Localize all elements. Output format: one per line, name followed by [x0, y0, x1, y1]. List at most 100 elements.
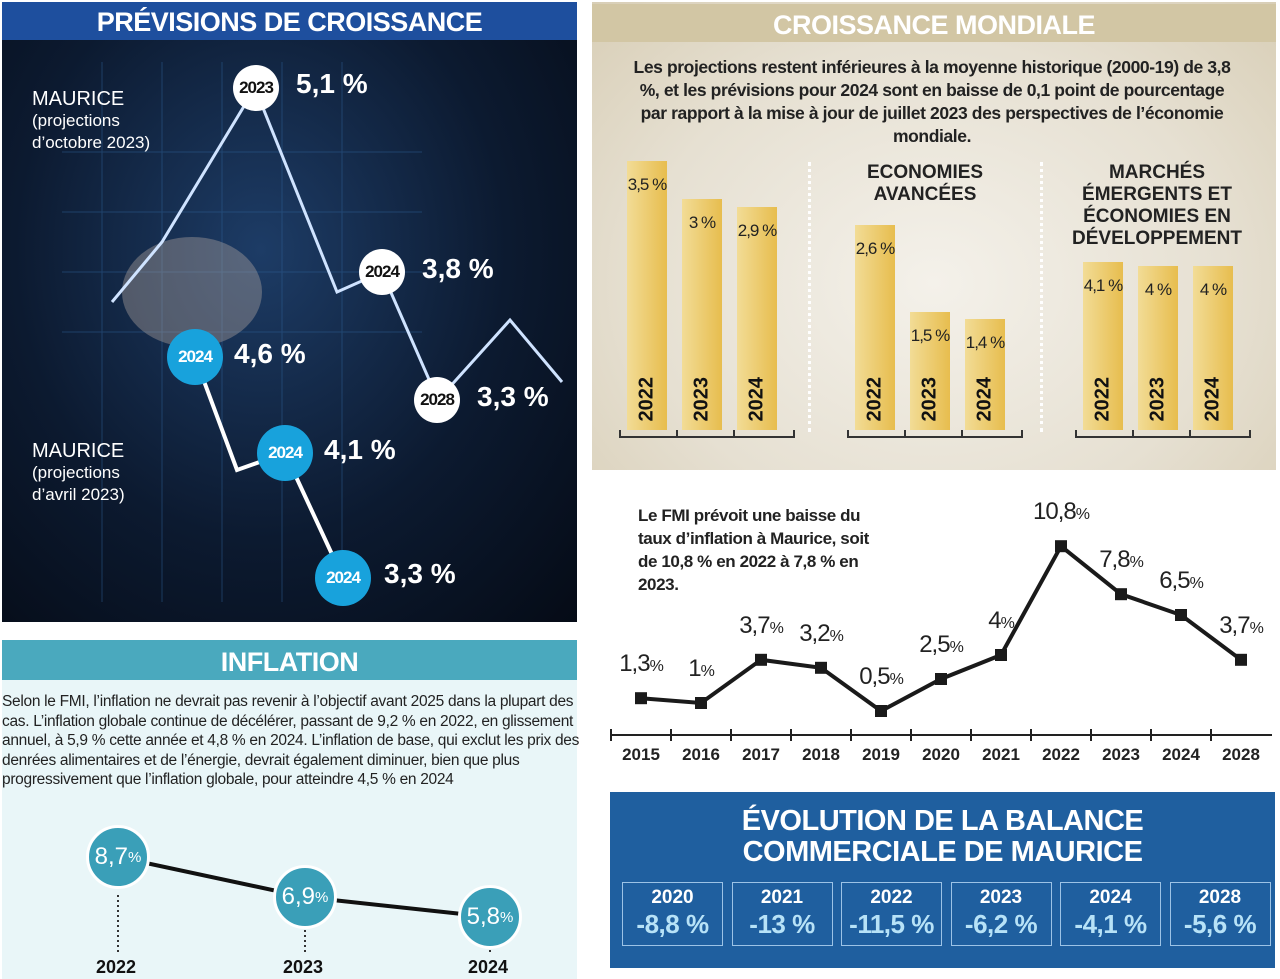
balance-value: -13 %: [749, 909, 815, 939]
bar: [855, 224, 895, 430]
bar: [965, 319, 1005, 430]
bar-year: 2023: [1146, 377, 1169, 422]
bar: [1138, 266, 1178, 430]
balance-item: 2028 -5,6 %: [1169, 882, 1271, 946]
value-label: 3,3 %: [384, 558, 456, 589]
line-chart-title: Le FMI prévoit une baisse du taux d’infl…: [638, 506, 869, 594]
bar-baseline: [619, 436, 795, 438]
data-label: 2,5%: [919, 631, 964, 658]
year-marker: 2024: [167, 329, 223, 385]
data-label: 1%: [688, 655, 715, 682]
inflation-year: 2023: [283, 957, 324, 977]
data-point: [695, 697, 707, 709]
data-point: [995, 649, 1007, 661]
bar-label: 3,5 %: [627, 174, 667, 194]
value-label: 3,8 %: [422, 253, 494, 284]
balance-year: 2024: [1089, 887, 1132, 908]
inflation-panel: INFLATION Selon le FMI, l’inflation ne d…: [2, 640, 580, 979]
x-tick-label: 2016: [682, 745, 720, 764]
balance-value: -11,5 %: [849, 909, 934, 939]
x-tick-label: 2020: [922, 745, 960, 764]
value-label: 3,3 %: [477, 381, 549, 412]
balance-year: 2023: [979, 887, 1023, 908]
inflation-title: INFLATION: [2, 640, 577, 680]
data-point: [1055, 540, 1067, 553]
balance-item: 2023 -6,2 %: [950, 882, 1052, 946]
data-point: [755, 653, 767, 666]
bar-label: 2,9 %: [737, 220, 777, 240]
inflation-year: 2022: [96, 957, 137, 977]
bar-year: 2022: [635, 377, 658, 422]
bar: [627, 160, 667, 430]
x-tick-label: 2021: [982, 745, 1020, 764]
inflation-point: 8,7%: [86, 825, 150, 889]
balance-year: 2028: [1198, 887, 1242, 908]
balance-item: 2021 -13 %: [731, 882, 833, 946]
bar-year: 2024: [973, 377, 996, 422]
bar-year: 2022: [863, 377, 886, 422]
value-label: 4,1 %: [324, 434, 396, 465]
bar-year: 2022: [1091, 377, 1114, 422]
growth-forecast-panel: PRÉVISIONS DE CROISSANCE MAURICE (project…: [2, 2, 577, 622]
balance-value: -6,2 %: [964, 909, 1038, 939]
data-point: [1115, 588, 1127, 601]
balance-value: -5,6 %: [1183, 909, 1257, 939]
balance-year: 2020: [651, 887, 694, 908]
inflation-point: 6,9%: [273, 865, 337, 929]
data-point: [635, 692, 647, 705]
bar-label: 2,6 %: [855, 238, 895, 258]
year-marker: 2028: [414, 377, 460, 423]
inflation-year: 2024: [468, 957, 509, 977]
balance-year: 2021: [760, 887, 804, 908]
bar-baseline: [1075, 436, 1251, 438]
balance-year: 2022: [870, 887, 913, 908]
data-label: 1,3%: [619, 650, 664, 678]
data-label: 7,8%: [1099, 546, 1144, 574]
year-marker: 2023: [233, 65, 279, 111]
balance-item: 2020 -8,8 %: [622, 882, 723, 946]
bar-label: 4,1 %: [1083, 275, 1123, 295]
data-label: 3,7%: [1219, 611, 1264, 639]
year-marker: 2024: [257, 425, 313, 481]
growth-title: PRÉVISIONS DE CROISSANCE: [2, 2, 577, 40]
x-tick-label: 2022: [1042, 745, 1080, 764]
bar-baseline: [847, 436, 1023, 438]
data-label: 6,5%: [1159, 567, 1204, 594]
year-marker: 2024: [359, 249, 405, 295]
world-title: CROISSANCE MONDIALE: [592, 4, 1276, 42]
data-label: 3,7%: [739, 611, 784, 639]
inflation-series-line: [640, 543, 1243, 714]
x-tick-label: 2017: [742, 745, 780, 764]
bar-year: 2024: [1201, 377, 1224, 422]
hand-image: [122, 237, 262, 347]
bar-year: 2024: [745, 377, 768, 422]
data-label: 0,5%: [859, 663, 904, 690]
x-tick-label: 2019: [862, 745, 900, 764]
growth-lines: [62, 62, 564, 602]
inflation-point: 5,8%: [458, 885, 522, 949]
bar-label: 3 %: [688, 213, 716, 232]
bar-label: 1,4 %: [965, 333, 1005, 353]
data-label: 10,8%: [1033, 498, 1090, 526]
data-point: [1235, 653, 1247, 666]
october-label: MAURICE (projections d’octobre 2023): [32, 88, 151, 152]
bar-label: 1,5 %: [910, 325, 950, 345]
x-tick-label: 2015: [622, 745, 660, 764]
value-label: 5,1 %: [296, 68, 368, 99]
balance-value: -4,1 %: [1074, 909, 1147, 939]
emerging-title: MARCHÉS ÉMERGENTS ET ÉCONOMIES EN DÉVELO…: [1072, 162, 1242, 249]
trade-balance-panel: ÉVOLUTION DE LA BALANCE COMMERCIALE DE MA…: [610, 792, 1275, 968]
x-tick-label: 2024: [1162, 745, 1200, 764]
bar-label: 4 %: [1144, 280, 1172, 299]
bar: [1083, 261, 1123, 430]
bar: [910, 311, 950, 430]
value-label: 4,6 %: [234, 338, 306, 369]
data-label: 4%: [988, 607, 1015, 634]
bar-year: 2023: [918, 377, 941, 422]
inflation-text: Selon le FMI, l’inflation ne devrait pas…: [2, 693, 580, 788]
balance-item: 2024 -4,1 %: [1060, 882, 1161, 946]
bar: [1193, 266, 1233, 430]
balance-item: 2022 -11,5 %: [841, 882, 942, 946]
x-tick-label: 2028: [1222, 745, 1260, 764]
october-line: [110, 84, 564, 403]
